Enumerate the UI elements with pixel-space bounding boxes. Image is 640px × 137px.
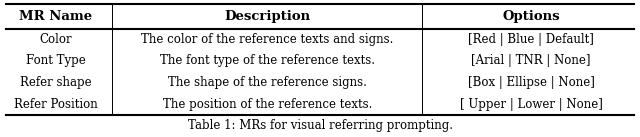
Text: [ Upper | Lower | None]: [ Upper | Lower | None] [460, 98, 603, 111]
Text: [Box | Ellipse | None]: [Box | Ellipse | None] [468, 76, 595, 89]
Text: Refer Position: Refer Position [14, 98, 98, 111]
Text: Color: Color [40, 33, 72, 46]
Text: [Arial | TNR | None]: [Arial | TNR | None] [472, 55, 591, 68]
Text: The color of the reference texts and signs.: The color of the reference texts and sig… [141, 33, 394, 46]
Text: The font type of the reference texts.: The font type of the reference texts. [160, 55, 374, 68]
Text: MR Name: MR Name [19, 10, 93, 23]
Text: Options: Options [502, 10, 560, 23]
Text: Refer shape: Refer shape [20, 76, 92, 89]
Text: Table 1: MRs for visual referring prompting.: Table 1: MRs for visual referring prompt… [188, 119, 452, 132]
Text: The position of the reference texts.: The position of the reference texts. [163, 98, 372, 111]
Text: Font Type: Font Type [26, 55, 86, 68]
Text: The shape of the reference signs.: The shape of the reference signs. [168, 76, 367, 89]
Text: Description: Description [224, 10, 310, 23]
Text: [Red | Blue | Default]: [Red | Blue | Default] [468, 33, 594, 46]
